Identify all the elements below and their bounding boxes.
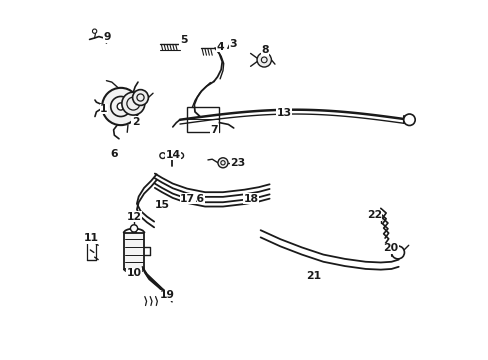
- Circle shape: [257, 53, 271, 67]
- Circle shape: [130, 225, 137, 232]
- Circle shape: [122, 92, 144, 115]
- Circle shape: [132, 90, 148, 105]
- Text: 17: 17: [180, 194, 195, 204]
- Text: 23: 23: [230, 158, 245, 168]
- Text: 20: 20: [383, 243, 398, 253]
- Circle shape: [102, 88, 139, 125]
- Text: 4: 4: [216, 42, 224, 51]
- Text: 10: 10: [126, 268, 141, 278]
- Circle shape: [391, 246, 404, 259]
- Text: 9: 9: [103, 32, 110, 42]
- Text: 13: 13: [276, 108, 291, 118]
- Text: 2: 2: [131, 117, 139, 127]
- Text: 22: 22: [366, 210, 381, 220]
- Text: 8: 8: [261, 45, 268, 55]
- Text: 19: 19: [159, 291, 174, 301]
- Text: 14: 14: [165, 150, 181, 160]
- Circle shape: [117, 103, 124, 110]
- Text: 11: 11: [83, 233, 98, 243]
- Text: 5: 5: [180, 35, 187, 45]
- Text: 21: 21: [306, 271, 321, 281]
- Text: 6: 6: [111, 149, 118, 159]
- Text: 12: 12: [126, 212, 142, 221]
- Circle shape: [92, 29, 97, 33]
- Bar: [123, 233, 144, 269]
- Text: 3: 3: [229, 39, 236, 49]
- Text: 15: 15: [154, 200, 169, 210]
- Text: 16: 16: [189, 194, 204, 204]
- Circle shape: [403, 114, 414, 126]
- Circle shape: [160, 153, 165, 158]
- Text: 7: 7: [210, 125, 218, 135]
- Text: 18: 18: [243, 194, 258, 204]
- Circle shape: [218, 158, 227, 168]
- Circle shape: [178, 153, 183, 158]
- Bar: [187, 107, 219, 132]
- Text: 1: 1: [100, 104, 107, 114]
